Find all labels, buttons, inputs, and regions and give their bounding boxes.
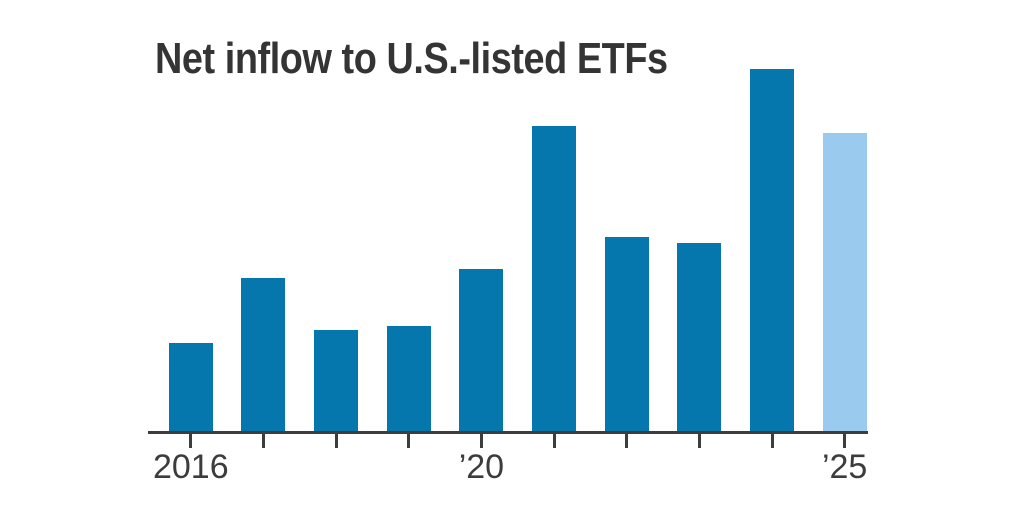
x-tick-2019 [407, 434, 411, 448]
x-tick-2020 [479, 434, 483, 448]
x-tick-label-2025: ’25 [821, 448, 868, 486]
x-tick-2024 [770, 434, 774, 448]
bar-2025 [822, 133, 867, 433]
x-tick-label-2020: ’20 [458, 448, 505, 486]
bar-2023 [677, 243, 722, 433]
bar-2016 [168, 343, 213, 433]
x-tick-2023 [697, 434, 701, 448]
bar-2022 [604, 237, 649, 433]
x-tick-label-2016: 2016 [152, 448, 229, 486]
chart-title: Net inflow to U.S.-listed ETFs [155, 34, 668, 83]
x-tick-2021 [552, 434, 556, 448]
x-tick-2017 [261, 434, 265, 448]
x-tick-2016 [189, 434, 193, 448]
x-tick-2018 [334, 434, 338, 448]
x-axis-line [148, 431, 868, 434]
bar-2017 [241, 278, 286, 433]
bar-2019 [386, 326, 431, 433]
x-tick-2025 [843, 434, 847, 448]
bar-2024 [750, 69, 794, 433]
bar-2018 [314, 330, 359, 433]
bar-2021 [532, 126, 577, 433]
x-tick-2022 [625, 434, 629, 448]
bar-2020 [459, 269, 504, 433]
